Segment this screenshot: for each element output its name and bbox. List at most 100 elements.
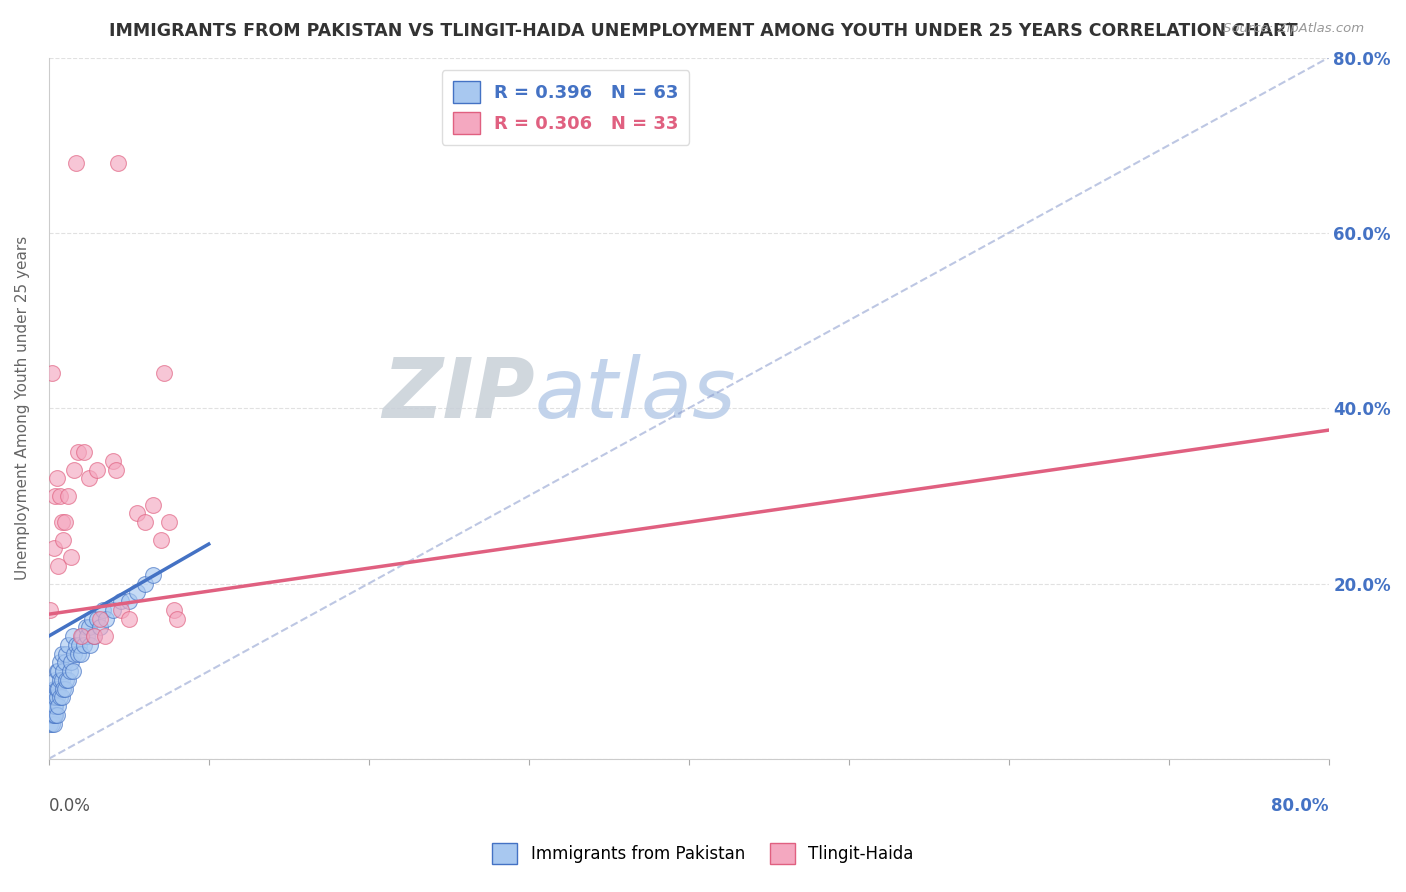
Point xyxy=(153,366,176,380)
Point xyxy=(69,629,91,643)
Point xyxy=(53,656,76,670)
Point xyxy=(39,716,62,731)
Point xyxy=(39,603,62,617)
Point xyxy=(46,681,69,696)
Point xyxy=(89,620,111,634)
Point xyxy=(118,611,141,625)
Point xyxy=(62,664,84,678)
Point xyxy=(142,567,165,582)
Point xyxy=(52,681,75,696)
Point xyxy=(49,673,72,687)
Point xyxy=(42,699,65,714)
Text: Source: ZipAtlas.com: Source: ZipAtlas.com xyxy=(1223,22,1364,36)
Point xyxy=(44,673,66,687)
Text: 80.0%: 80.0% xyxy=(1271,797,1329,815)
Point xyxy=(56,638,79,652)
Point xyxy=(77,471,100,485)
Point xyxy=(110,603,132,617)
Point xyxy=(42,541,65,556)
Point xyxy=(53,681,76,696)
Point xyxy=(45,664,67,678)
Point xyxy=(44,690,66,705)
Point xyxy=(45,690,67,705)
Point xyxy=(79,638,101,652)
Point xyxy=(73,638,96,652)
Point xyxy=(96,611,118,625)
Text: IMMIGRANTS FROM PAKISTAN VS TLINGIT-HAIDA UNEMPLOYMENT AMONG YOUTH UNDER 25 YEAR: IMMIGRANTS FROM PAKISTAN VS TLINGIT-HAID… xyxy=(108,22,1298,40)
Point xyxy=(118,594,141,608)
Point xyxy=(149,533,172,547)
Point xyxy=(104,462,127,476)
Point xyxy=(41,716,63,731)
Point xyxy=(63,462,86,476)
Point xyxy=(75,620,97,634)
Text: 0.0%: 0.0% xyxy=(49,797,90,815)
Point xyxy=(53,515,76,529)
Point xyxy=(58,664,80,678)
Point xyxy=(56,489,79,503)
Point xyxy=(51,647,73,661)
Point xyxy=(51,673,73,687)
Point xyxy=(66,445,89,459)
Point xyxy=(51,690,73,705)
Point xyxy=(41,699,63,714)
Legend: Immigrants from Pakistan, Tlingit-Haida: Immigrants from Pakistan, Tlingit-Haida xyxy=(485,837,921,871)
Point xyxy=(41,690,63,705)
Point xyxy=(44,489,66,503)
Point xyxy=(65,156,87,170)
Point xyxy=(107,156,129,170)
Point xyxy=(73,445,96,459)
Point xyxy=(49,489,72,503)
Point xyxy=(62,629,84,643)
Point xyxy=(49,690,72,705)
Point xyxy=(60,656,83,670)
Point xyxy=(91,603,114,617)
Point xyxy=(56,673,79,687)
Point xyxy=(72,629,94,643)
Point xyxy=(65,638,87,652)
Point xyxy=(89,611,111,625)
Point xyxy=(42,690,65,705)
Text: atlas: atlas xyxy=(536,354,737,434)
Point xyxy=(125,585,148,599)
Point xyxy=(46,699,69,714)
Point xyxy=(134,515,156,529)
Point xyxy=(52,664,75,678)
Point xyxy=(125,507,148,521)
Point xyxy=(63,647,86,661)
Point xyxy=(93,629,115,643)
Point xyxy=(83,629,105,643)
Point xyxy=(76,629,98,643)
Point xyxy=(69,647,91,661)
Point xyxy=(60,550,83,565)
Point xyxy=(86,462,108,476)
Point xyxy=(55,647,77,661)
Point xyxy=(42,681,65,696)
Point xyxy=(52,533,75,547)
Point xyxy=(46,559,69,574)
Point xyxy=(45,471,67,485)
Point xyxy=(166,611,188,625)
Point xyxy=(80,611,103,625)
Point xyxy=(39,708,62,723)
Point xyxy=(142,498,165,512)
Point xyxy=(45,681,67,696)
Legend: R = 0.396   N = 63, R = 0.306   N = 33: R = 0.396 N = 63, R = 0.306 N = 33 xyxy=(441,70,689,145)
Point xyxy=(77,620,100,634)
Point xyxy=(83,629,105,643)
Point xyxy=(162,603,184,617)
Point xyxy=(67,638,90,652)
Point xyxy=(51,515,73,529)
Point xyxy=(41,708,63,723)
Point xyxy=(49,656,72,670)
Y-axis label: Unemployment Among Youth under 25 years: Unemployment Among Youth under 25 years xyxy=(15,236,30,581)
Point xyxy=(41,366,63,380)
Point xyxy=(44,699,66,714)
Point xyxy=(55,673,77,687)
Point xyxy=(42,716,65,731)
Text: ZIP: ZIP xyxy=(382,354,536,434)
Point xyxy=(157,515,180,529)
Point xyxy=(110,594,132,608)
Point xyxy=(44,708,66,723)
Point xyxy=(101,454,124,468)
